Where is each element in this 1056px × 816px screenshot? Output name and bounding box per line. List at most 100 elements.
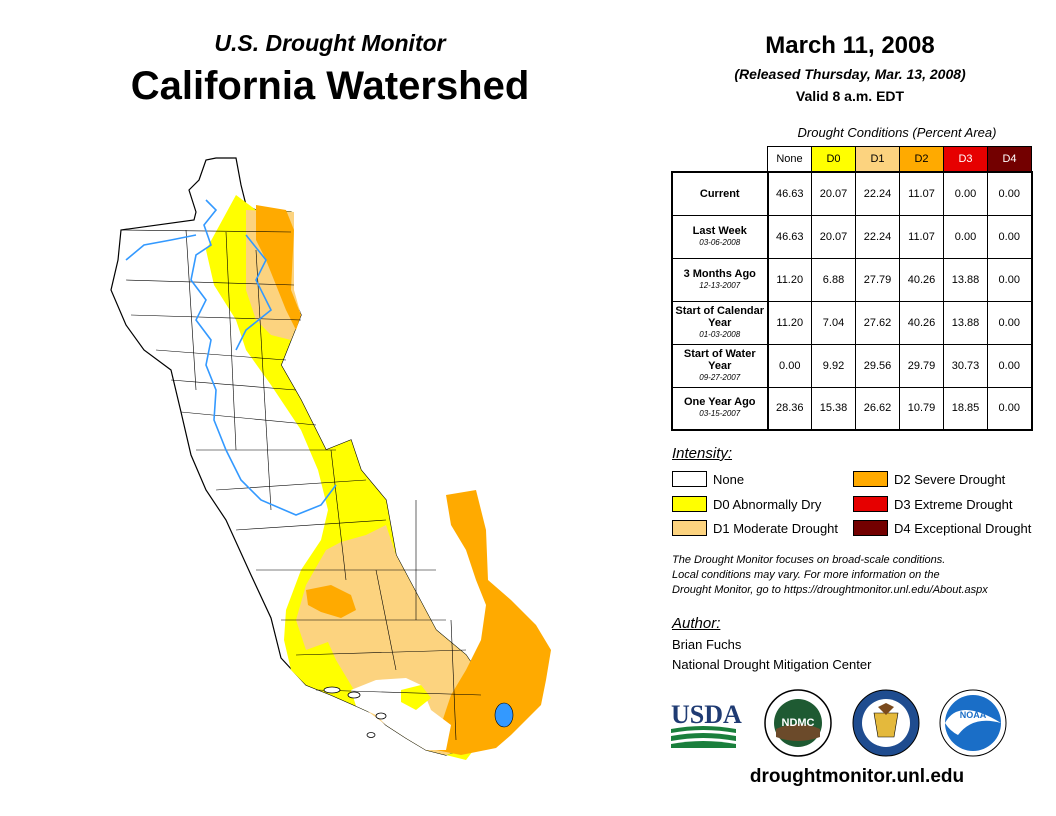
legend-item-d2: D2 Severe Drought	[853, 471, 1005, 487]
col-none: None	[767, 146, 812, 173]
table-cell: 26.62	[855, 386, 900, 431]
d2-region-central	[306, 585, 356, 618]
table-cell: 40.26	[899, 300, 944, 345]
legend-swatch	[853, 471, 888, 487]
table-cell: 11.07	[899, 171, 944, 216]
county-lines	[120, 229, 482, 741]
row-date: 12-13-2007	[699, 280, 741, 290]
table-row: One Year Ago 03-15-2007 28.36 15.38 26.62…	[671, 386, 1033, 431]
legend-label: D2 Severe Drought	[894, 471, 1006, 487]
row-label: Start of Calendar Year 01-03-2008	[671, 300, 768, 345]
table-row: Last Week 03-06-2008 46.63 20.07 22.24 11…	[671, 214, 1033, 259]
table-cell: 0.00	[987, 214, 1033, 259]
disclaimer-line: Drought Monitor, go to https://droughtmo…	[672, 584, 988, 596]
table-cell: 9.92	[811, 343, 856, 388]
col-d3: D3	[943, 146, 988, 173]
noaa-logo-text: NOAA	[960, 710, 987, 720]
legend-label: D3 Extreme Drought	[894, 496, 1013, 512]
table-cell: 11.20	[766, 300, 812, 345]
row-date: 09-27-2007	[699, 372, 741, 382]
d2-region-north	[256, 205, 301, 330]
table-cell: 0.00	[987, 300, 1033, 345]
table-cell: 27.62	[855, 300, 900, 345]
legend-item-none: None	[672, 471, 744, 487]
table-cell: 15.38	[811, 386, 856, 431]
drought-conditions-table: None D0 D1 D2 D3 D4 Current 46.63 20.07 …	[671, 146, 1033, 431]
table-cell: 11.07	[899, 214, 944, 259]
table-cell: 46.63	[766, 171, 812, 216]
disclaimer-line: Local conditions may vary. For more info…	[672, 569, 940, 581]
table-cell: 0.00	[987, 171, 1033, 216]
table-cell: 46.63	[766, 214, 812, 259]
agency-logos: USDA NDMC NOAA	[671, 689, 1007, 757]
row-label: Current	[671, 171, 768, 216]
disclaimer-text: The Drought Monitor focuses on broad-sca…	[672, 553, 1052, 598]
table-cell: 20.07	[811, 214, 856, 259]
col-d2: D2	[899, 146, 944, 173]
usda-logo-text: USDA	[671, 700, 742, 729]
site-url[interactable]: droughtmonitor.unl.edu	[749, 766, 965, 787]
salton-sea	[494, 702, 514, 728]
legend-swatch	[853, 496, 888, 512]
table-cell: 27.79	[855, 257, 900, 302]
river-lines	[125, 199, 337, 516]
table-cell: 0.00	[943, 171, 988, 216]
valid-time: Valid 8 a.m. EDT	[795, 88, 905, 104]
legend-label: None	[713, 471, 745, 487]
table-cell: 7.04	[811, 300, 856, 345]
table-cell: 30.73	[943, 343, 988, 388]
d0-pocket-south	[401, 685, 431, 710]
table-cell: 29.79	[899, 343, 944, 388]
d1-region	[296, 525, 491, 755]
drought-map	[110, 157, 551, 760]
ndmc-logo: NDMC	[764, 689, 832, 757]
legend-item-d3: D3 Extreme Drought	[853, 496, 1013, 512]
noaa-logo: NOAA	[939, 689, 1007, 757]
table-cell: 13.88	[943, 257, 988, 302]
table-cell: 0.00	[943, 214, 988, 259]
table-cell: 0.00	[987, 257, 1033, 302]
row-date: 03-15-2007	[699, 409, 741, 419]
d2-region-east	[436, 490, 551, 755]
table-corner	[672, 147, 768, 173]
row-date: 03-06-2008	[699, 237, 741, 247]
author-title: Author:	[672, 615, 721, 632]
table-cell: 40.26	[899, 257, 944, 302]
legend-label: D4 Exceptional Drought	[894, 520, 1032, 536]
legend-item-d4: D4 Exceptional Drought	[853, 520, 1031, 536]
table-header-row: None D0 D1 D2 D3 D4	[672, 146, 1032, 173]
table-cell: 22.24	[855, 171, 900, 216]
legend-item-d0: D0 Abnormally Dry	[672, 496, 821, 512]
usda-logo: USDA	[671, 700, 742, 748]
table-row: Start of Water Year 09-27-2007 0.00 9.92 …	[671, 343, 1033, 388]
legend-item-d1: D1 Moderate Drought	[672, 520, 838, 536]
legend-swatch	[672, 496, 707, 512]
map-date: March 11, 2008	[765, 32, 935, 59]
table-cell: 11.20	[766, 257, 812, 302]
row-label: Last Week 03-06-2008	[671, 214, 768, 259]
map-subtitle: U.S. Drought Monitor	[214, 30, 446, 56]
col-d4: D4	[987, 146, 1032, 173]
col-d1: D1	[855, 146, 900, 173]
table-cell: 0.00	[987, 386, 1033, 431]
map-title: California Watershed	[130, 64, 530, 108]
table-cell: 0.00	[987, 343, 1033, 388]
author-org: National Drought Mitigation Center	[672, 657, 872, 672]
table-cell: 18.85	[943, 386, 988, 431]
doc-seal-logo	[852, 689, 920, 757]
legend-label: D0 Abnormally Dry	[713, 496, 822, 512]
disclaimer-line: The Drought Monitor focuses on broad-sca…	[672, 554, 946, 566]
table-caption: Drought Conditions (Percent Area)	[797, 125, 997, 140]
author-name: Brian Fuchs	[672, 637, 742, 652]
table-cell: 28.36	[766, 386, 812, 431]
legend-title: Intensity:	[672, 445, 733, 462]
table-row: Start of Calendar Year 01-03-2008 11.20 7…	[671, 300, 1033, 345]
table-cell: 10.79	[899, 386, 944, 431]
release-date: (Released Thursday, Mar. 13, 2008)	[734, 66, 966, 82]
row-label: Start of Water Year 09-27-2007	[671, 343, 768, 388]
col-d0: D0	[811, 146, 856, 173]
legend-swatch	[672, 520, 707, 536]
legend-label: D1 Moderate Drought	[713, 520, 839, 536]
table-cell: 0.00	[766, 343, 812, 388]
row-label: 3 Months Ago 12-13-2007	[671, 257, 768, 302]
